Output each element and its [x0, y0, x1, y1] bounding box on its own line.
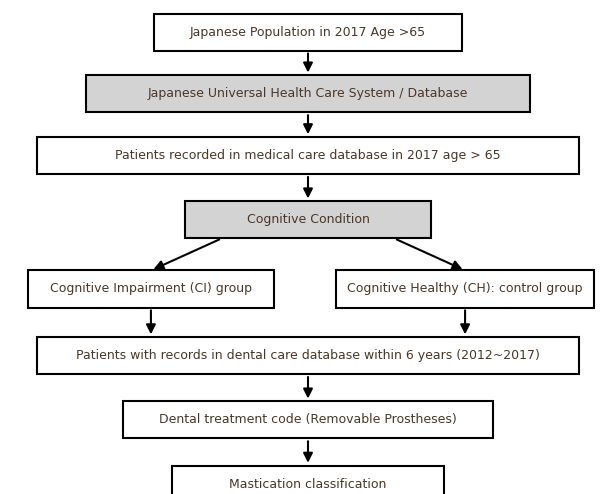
FancyBboxPatch shape — [37, 137, 579, 174]
Text: Mastication classification: Mastication classification — [229, 478, 387, 491]
Text: Patients recorded in medical care database in 2017 age > 65: Patients recorded in medical care databa… — [115, 149, 501, 162]
FancyBboxPatch shape — [123, 401, 493, 439]
Text: Japanese Population in 2017 Age >65: Japanese Population in 2017 Age >65 — [190, 26, 426, 39]
Text: Patients with records in dental care database within 6 years (2012~2017): Patients with records in dental care dat… — [76, 349, 540, 362]
FancyBboxPatch shape — [28, 271, 274, 307]
FancyBboxPatch shape — [154, 14, 462, 51]
Text: Dental treatment code (Removable Prostheses): Dental treatment code (Removable Prosthe… — [159, 413, 457, 426]
FancyBboxPatch shape — [172, 465, 444, 494]
Text: Cognitive Condition: Cognitive Condition — [246, 213, 370, 226]
FancyBboxPatch shape — [185, 202, 431, 238]
FancyBboxPatch shape — [86, 75, 530, 113]
Text: Cognitive Impairment (CI) group: Cognitive Impairment (CI) group — [50, 283, 252, 295]
FancyBboxPatch shape — [336, 271, 594, 307]
Text: Japanese Universal Health Care System / Database: Japanese Universal Health Care System / … — [148, 87, 468, 100]
FancyBboxPatch shape — [37, 337, 579, 374]
Text: Cognitive Healthy (CH): control group: Cognitive Healthy (CH): control group — [347, 283, 583, 295]
